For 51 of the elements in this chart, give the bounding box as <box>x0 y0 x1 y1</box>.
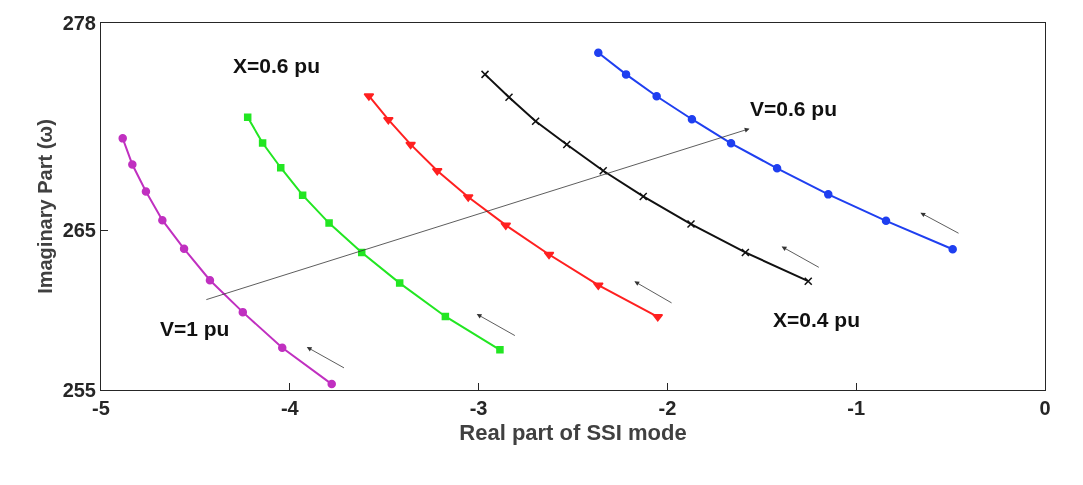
point <box>726 139 736 148</box>
point <box>594 48 603 57</box>
point <box>772 164 782 173</box>
point <box>327 379 336 389</box>
point <box>881 216 891 226</box>
point <box>687 114 697 124</box>
x-axis-title: Real part of SSI mode <box>459 419 687 445</box>
x-tick-label: -3 <box>469 397 488 419</box>
annotation: X=0.6 pu <box>233 54 320 77</box>
point <box>741 248 750 257</box>
point <box>686 219 696 229</box>
point <box>205 275 215 285</box>
point <box>496 346 504 354</box>
point <box>638 192 648 201</box>
point <box>276 163 285 172</box>
annotation: V=0.6 pu <box>750 97 837 120</box>
x-tick-label: -4 <box>280 397 300 419</box>
point <box>243 113 252 122</box>
x-tick-label: -2 <box>658 397 677 419</box>
point <box>621 70 631 79</box>
point <box>803 276 813 286</box>
point <box>405 141 416 150</box>
x-tick-label: -1 <box>847 397 866 419</box>
y-axis-title: Imaginary Part (ω) <box>34 119 57 294</box>
point <box>141 187 151 196</box>
x-tick-label: 0 <box>1039 397 1051 419</box>
point <box>118 134 127 143</box>
point <box>543 251 555 260</box>
point <box>128 160 137 169</box>
point <box>238 307 248 317</box>
point <box>824 190 833 199</box>
y-tick-label: 278 <box>62 12 96 34</box>
point <box>562 140 572 149</box>
point <box>258 139 267 147</box>
point <box>598 166 608 176</box>
point <box>325 219 333 227</box>
annotation: X=0.4 pu <box>773 308 860 331</box>
point <box>480 70 490 79</box>
point <box>278 343 287 352</box>
point <box>441 312 450 321</box>
point <box>504 92 514 102</box>
point <box>948 245 957 254</box>
point <box>395 279 404 287</box>
point <box>298 191 307 199</box>
point <box>652 91 661 101</box>
annotation: V=1 pu <box>160 317 230 340</box>
point <box>158 215 167 225</box>
point <box>382 116 394 125</box>
y-tick-label: 265 <box>62 219 96 242</box>
point <box>531 117 540 126</box>
point <box>179 244 189 254</box>
